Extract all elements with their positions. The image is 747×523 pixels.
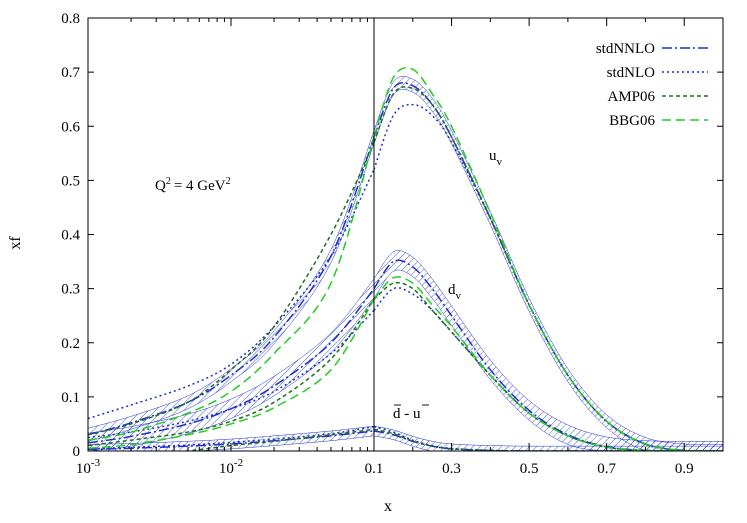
series-1-uv-r [374,103,723,451]
x-tick-label: 10-3 [76,457,101,477]
series-0-uv-r [374,82,723,451]
error-bands [88,76,723,451]
y-tick-label: 0.2 [61,336,80,352]
x-axis: 10-3 10-2 0.1 0.3 0.5 0.7 0.9 [76,18,694,477]
legend-label: AMP06 [607,89,655,105]
x-tick-label: 0.3 [442,461,461,477]
y-tick-label: 0 [73,444,81,460]
band-uv-r [374,76,723,451]
band-dv-r [374,250,723,451]
dv-label: dv [448,282,462,302]
scale-annotation: Q2 = 4 GeV2 [155,176,231,194]
uv-label: uv [489,148,503,168]
series-3-uv-l [88,136,374,441]
band-dv-l [88,278,374,451]
y-tick-label: 0.4 [61,228,80,244]
legend-label: stdNLO [607,65,656,81]
x-tick-label: 0.9 [675,461,694,477]
y-tick-label: 0.1 [61,390,80,406]
series-2-dv-r [374,281,723,451]
x-axis-label: x [384,498,392,515]
y-axis-label: xf [7,236,24,250]
x-tick-label: 0.5 [520,461,539,477]
series-1-uv-l [88,169,374,420]
series-2-uv-r [374,86,723,451]
y-tick-label: 0.6 [61,119,80,135]
sea-asymmetry-label: d - u [393,406,421,422]
legend-label: BBG06 [609,113,655,129]
series-3-uv-r [374,67,723,451]
band-sea-l [88,425,374,451]
legend: stdNNLO stdNLO AMP06 BBG06 [596,41,708,129]
y-tick-label: 0.7 [61,65,80,81]
series-2-dv-l [88,299,374,447]
x-tick-label: 0.7 [597,461,616,477]
y-tick-label: 0.5 [61,173,80,189]
series-2-uv-l [88,142,374,436]
band-uv-l [88,130,374,442]
y-tick-label: 0.3 [61,282,80,298]
band-sea-r [374,425,723,451]
x-tick-label: 10-2 [219,457,243,477]
series-2-sea-r [374,428,723,451]
series-3-dv-l [88,299,374,450]
legend-label: stdNNLO [596,41,655,57]
x-tick-label: 0.1 [365,461,384,477]
series-0-uv-l [88,136,374,436]
curves [88,67,723,451]
y-axis: 0 0.1 0.2 0.3 0.4 0.5 0.6 0.7 0.8 [61,11,723,460]
y-tick-label: 0.8 [61,11,80,27]
series-1-dv-l [88,309,374,439]
